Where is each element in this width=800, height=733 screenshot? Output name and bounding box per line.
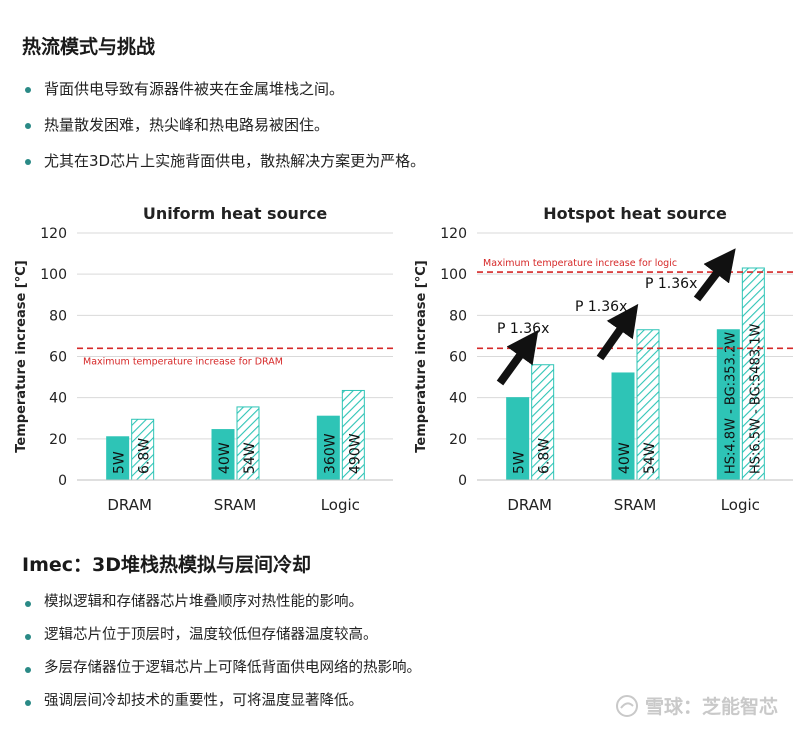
bullet-item: 热量散发困难，热尖峰和热电路易被困住。	[22, 114, 425, 150]
y-axis-label: Temperature increase [°C]	[14, 260, 29, 452]
y-tick-label: 100	[40, 267, 67, 283]
bullet-item: 背面供电导致有源器件被夹在金属堆栈之间。	[22, 78, 425, 114]
y-tick-label: 120	[40, 226, 67, 242]
bar-label: 5W	[512, 451, 528, 474]
bar-label: 40W	[617, 442, 633, 474]
bar-label: 54W	[242, 442, 258, 474]
bar-label: 6.8W	[537, 438, 553, 474]
bar-label: HS:4.8W - BG:353.2W	[723, 332, 738, 474]
snowball-logo-icon	[615, 694, 638, 717]
y-tick-label: 40	[449, 391, 467, 407]
annotation-arrow	[496, 330, 539, 386]
section2-heading: Imec：3D堆栈热模拟与层间冷却	[22, 554, 312, 576]
threshold-label: Maximum temperature increase for logic	[483, 258, 677, 269]
bullet-item: 逻辑芯片位于顶层时，温度较低但存储器温度较高。	[22, 625, 421, 658]
bar-label: 5W	[112, 451, 128, 474]
annotation-label: P 1.36x	[645, 276, 697, 292]
bar-label: 40W	[217, 442, 233, 474]
watermark-text: 雪球：芝能智芯	[644, 696, 778, 718]
chart-svg: Hotspot heat source Temperature increase …	[414, 204, 793, 514]
annotation-arrow	[693, 248, 736, 302]
uniform-heat-chart: Uniform heat source Temperature increase …	[5, 195, 395, 535]
annotation-arrow	[596, 303, 639, 361]
bar-label: HS:6.5W - BG:5483.1W	[748, 323, 763, 474]
section1-bullet-list: 背面供电导致有源器件被夹在金属堆栈之间。 热量散发困难，热尖峰和热电路易被困住。…	[22, 78, 425, 186]
y-tick-label: 80	[49, 308, 67, 324]
y-tick-label: 60	[49, 350, 67, 366]
x-tick-label: DRAM	[107, 496, 152, 514]
y-axis-label: Temperature increase [°C]	[414, 260, 429, 452]
x-tick-label: Logic	[721, 496, 760, 514]
annotation-label: P 1.36x	[497, 321, 549, 337]
x-tick-label: DRAM	[507, 496, 552, 514]
x-tick-label: Logic	[321, 496, 360, 514]
y-tick-label: 60	[449, 350, 467, 366]
y-tick-label: 40	[49, 391, 67, 407]
y-tick-label: 0	[458, 473, 467, 489]
bullet-item: 模拟逻辑和存储器芯片堆叠顺序对热性能的影响。	[22, 592, 421, 625]
x-tick-label: SRAM	[614, 496, 657, 514]
y-tick-label: 20	[49, 432, 67, 448]
hotspot-heat-chart: Hotspot heat source Temperature increase …	[405, 195, 795, 535]
bar-label: 360W	[322, 433, 338, 474]
bullet-item: 尤其在3D芯片上实施背面供电，散热解决方案更为严格。	[22, 150, 425, 186]
bar-label: 54W	[642, 442, 658, 474]
bullet-item: 多层存储器位于逻辑芯片上可降低背面供电网络的热影响。	[22, 658, 421, 691]
section1-heading: 热流模式与挑战	[22, 36, 156, 58]
chart-title: Hotspot heat source	[543, 204, 727, 223]
chart-svg: Uniform heat source Temperature increase …	[14, 204, 393, 514]
y-tick-label: 120	[440, 226, 467, 242]
bar-label: 490W	[347, 433, 363, 474]
threshold-label: Maximum temperature increase for DRAM	[83, 356, 283, 367]
watermark: 雪球：芝能智芯	[615, 692, 778, 719]
section2-bullet-list: 模拟逻辑和存储器芯片堆叠顺序对热性能的影响。 逻辑芯片位于顶层时，温度较低但存储…	[22, 592, 421, 724]
y-tick-label: 0	[58, 473, 67, 489]
x-tick-label: SRAM	[214, 496, 257, 514]
y-tick-label: 80	[449, 308, 467, 324]
chart-title: Uniform heat source	[143, 204, 327, 223]
annotation-label: P 1.36x	[575, 299, 627, 315]
bar-label: 6.8W	[137, 438, 153, 474]
bullet-item: 强调层间冷却技术的重要性，可将温度显著降低。	[22, 691, 421, 724]
y-tick-label: 100	[440, 267, 467, 283]
y-tick-label: 20	[449, 432, 467, 448]
